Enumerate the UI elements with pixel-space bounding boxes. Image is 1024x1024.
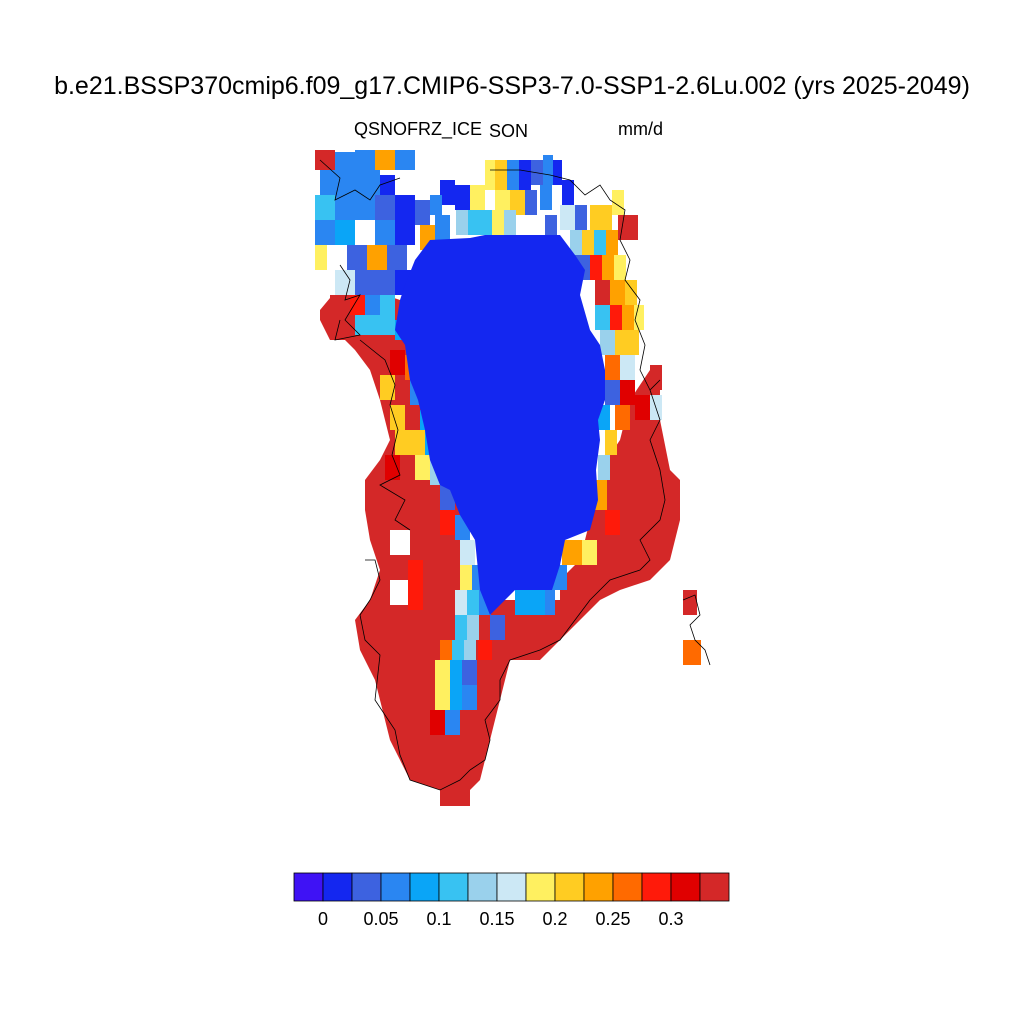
- colorbar-box: [612, 872, 643, 902]
- colorbar-tick-label: 0.1: [426, 909, 451, 929]
- colorbar-box: [699, 872, 730, 902]
- colorbar-ticks: 0 0.05 0.1 0.15 0.2 0.25 0.3: [318, 909, 684, 929]
- units-label: mm/d: [618, 119, 663, 139]
- colorbar-box: [409, 872, 440, 902]
- map-coastal-cells: [315, 150, 701, 735]
- colorbar-box: [322, 872, 353, 902]
- colorbar-boxes: [293, 872, 730, 902]
- colorbar-tick-label: 0.15: [479, 909, 514, 929]
- season-label: SON: [489, 121, 529, 141]
- map-ice-interior: [395, 235, 605, 615]
- colorbar-box: [583, 872, 614, 902]
- colorbar-tick-label: 0.25: [595, 909, 630, 929]
- colorbar-tick-label: 0.2: [542, 909, 567, 929]
- colorbar-box: [641, 872, 672, 902]
- coastline: [319, 159, 711, 791]
- colorbar-tick-label: 0.05: [363, 909, 398, 929]
- colorbar-box: [670, 872, 701, 902]
- colorbar-tick-label: 0: [318, 909, 328, 929]
- colorbar-box: [496, 872, 527, 902]
- colorbar-box: [293, 872, 324, 902]
- colorbar-tick-label: 0.3: [658, 909, 683, 929]
- variable-label: QSNOFRZ_ICE: [354, 119, 483, 139]
- colorbar-box: [380, 872, 411, 902]
- colorbar-box: [554, 872, 585, 902]
- colorbar-box: [438, 872, 469, 902]
- plot-title: b.e21.BSSP370cmip6.f09_g17.CMIP6-SSP3-7.…: [54, 72, 970, 100]
- colorbar-box: [525, 872, 556, 902]
- colorbar-box: [351, 872, 382, 902]
- colorbar-box: [467, 872, 498, 902]
